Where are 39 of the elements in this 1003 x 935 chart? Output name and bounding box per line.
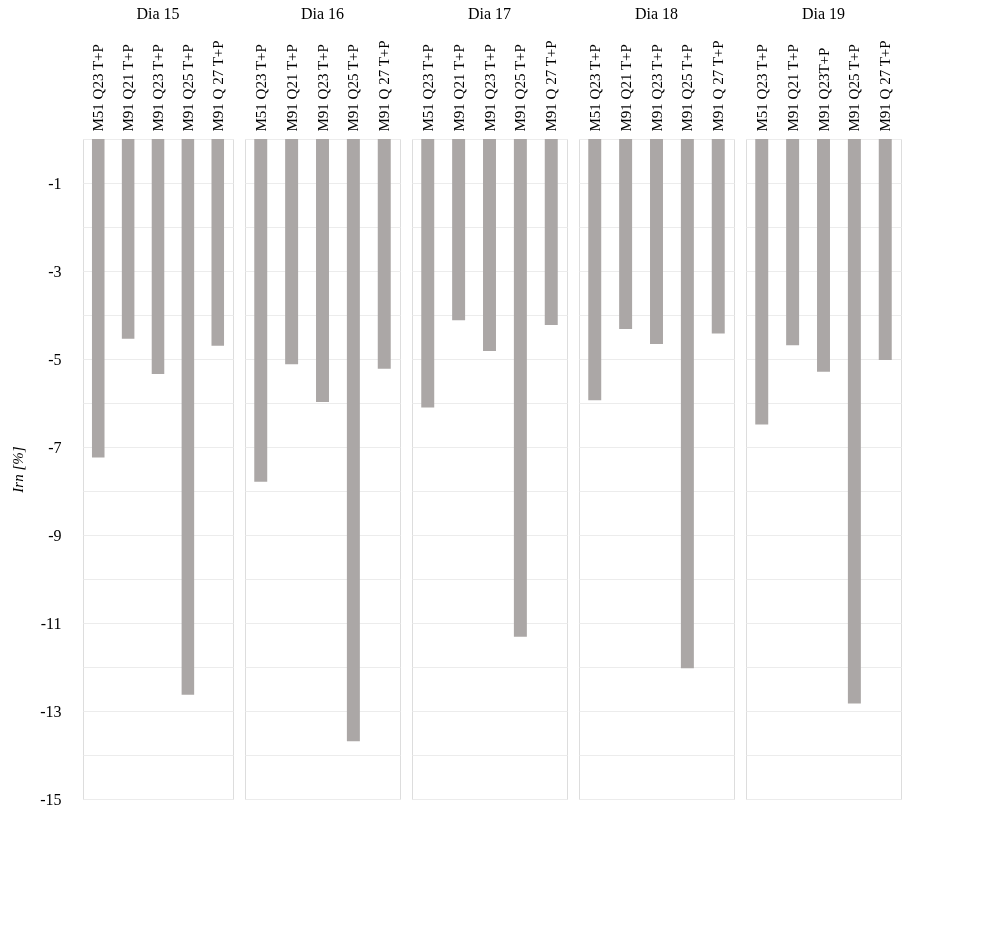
x-tick-label: M91 Q25 T+P <box>679 44 696 132</box>
x-tick-label: M91 Q 27 T+P <box>543 40 560 132</box>
x-tick-label: M91 Q25 T+P <box>846 44 863 132</box>
chart-title: Dia 18 <box>634 4 679 22</box>
y-tick-label: -1 <box>48 174 62 192</box>
x-tick-label: M91 Q25 T+P <box>345 44 362 132</box>
y-tick-label: -15 <box>40 790 62 808</box>
x-tick-label: M51 Q23 T+P <box>586 44 603 132</box>
x-tick-label: M91 Q25 T+P <box>179 44 196 132</box>
x-tick-label: M91 Q23 T+P <box>314 44 331 132</box>
x-tick-label: M91 Q21 T+P <box>120 44 137 132</box>
x-tick-label: M91 Q 27 T+P <box>209 40 226 132</box>
chart-title: Dia 17 <box>467 4 512 22</box>
y-tick-label: -5 <box>48 350 62 368</box>
x-tick-label: M91 Q23 T+P <box>150 44 166 132</box>
y-tick-label: -9 <box>48 526 62 544</box>
chart-title: Dia 15 <box>136 4 180 22</box>
x-tick-label: M91 Q 27 T+P <box>877 40 894 132</box>
x-tick-label: M51 Q23 T+P <box>419 44 436 132</box>
x-tick-label: M51 Q23 T+P <box>252 44 269 132</box>
x-tick-label: M91 Q23 T+P <box>648 44 665 132</box>
x-tick-label: M91 Q25 T+P <box>512 44 529 132</box>
chart-title: Dia 19 <box>801 4 846 22</box>
y-tick-label: -3 <box>48 262 62 280</box>
x-tick-label: M91 Q 27 T+P <box>376 40 393 132</box>
y-tick-label: -11 <box>40 614 62 632</box>
x-tick-label: M91 Q21 T+P <box>450 44 467 132</box>
x-tick-label: M91 Q21 T+P <box>617 44 634 132</box>
x-tick-label: M91 Q23 T+P <box>481 44 498 132</box>
x-tick-label: M51 Q23 T+P <box>90 44 107 132</box>
x-tick-label: M91 Q21 T+P <box>784 44 801 132</box>
x-tick-label: M91 Q23T+P <box>815 47 832 132</box>
y-tick-label: -13 <box>40 702 62 720</box>
x-tick-label: M91 Q21 T+P <box>283 44 300 132</box>
y-tick-label: -7 <box>48 438 62 456</box>
chart-title: Dia 16 <box>300 4 345 22</box>
x-tick-label: M51 Q23 T+P <box>753 44 770 132</box>
x-tick-label: M91 Q 27 T+P <box>710 40 727 132</box>
y-axis-title: Irn [%] <box>10 446 27 494</box>
